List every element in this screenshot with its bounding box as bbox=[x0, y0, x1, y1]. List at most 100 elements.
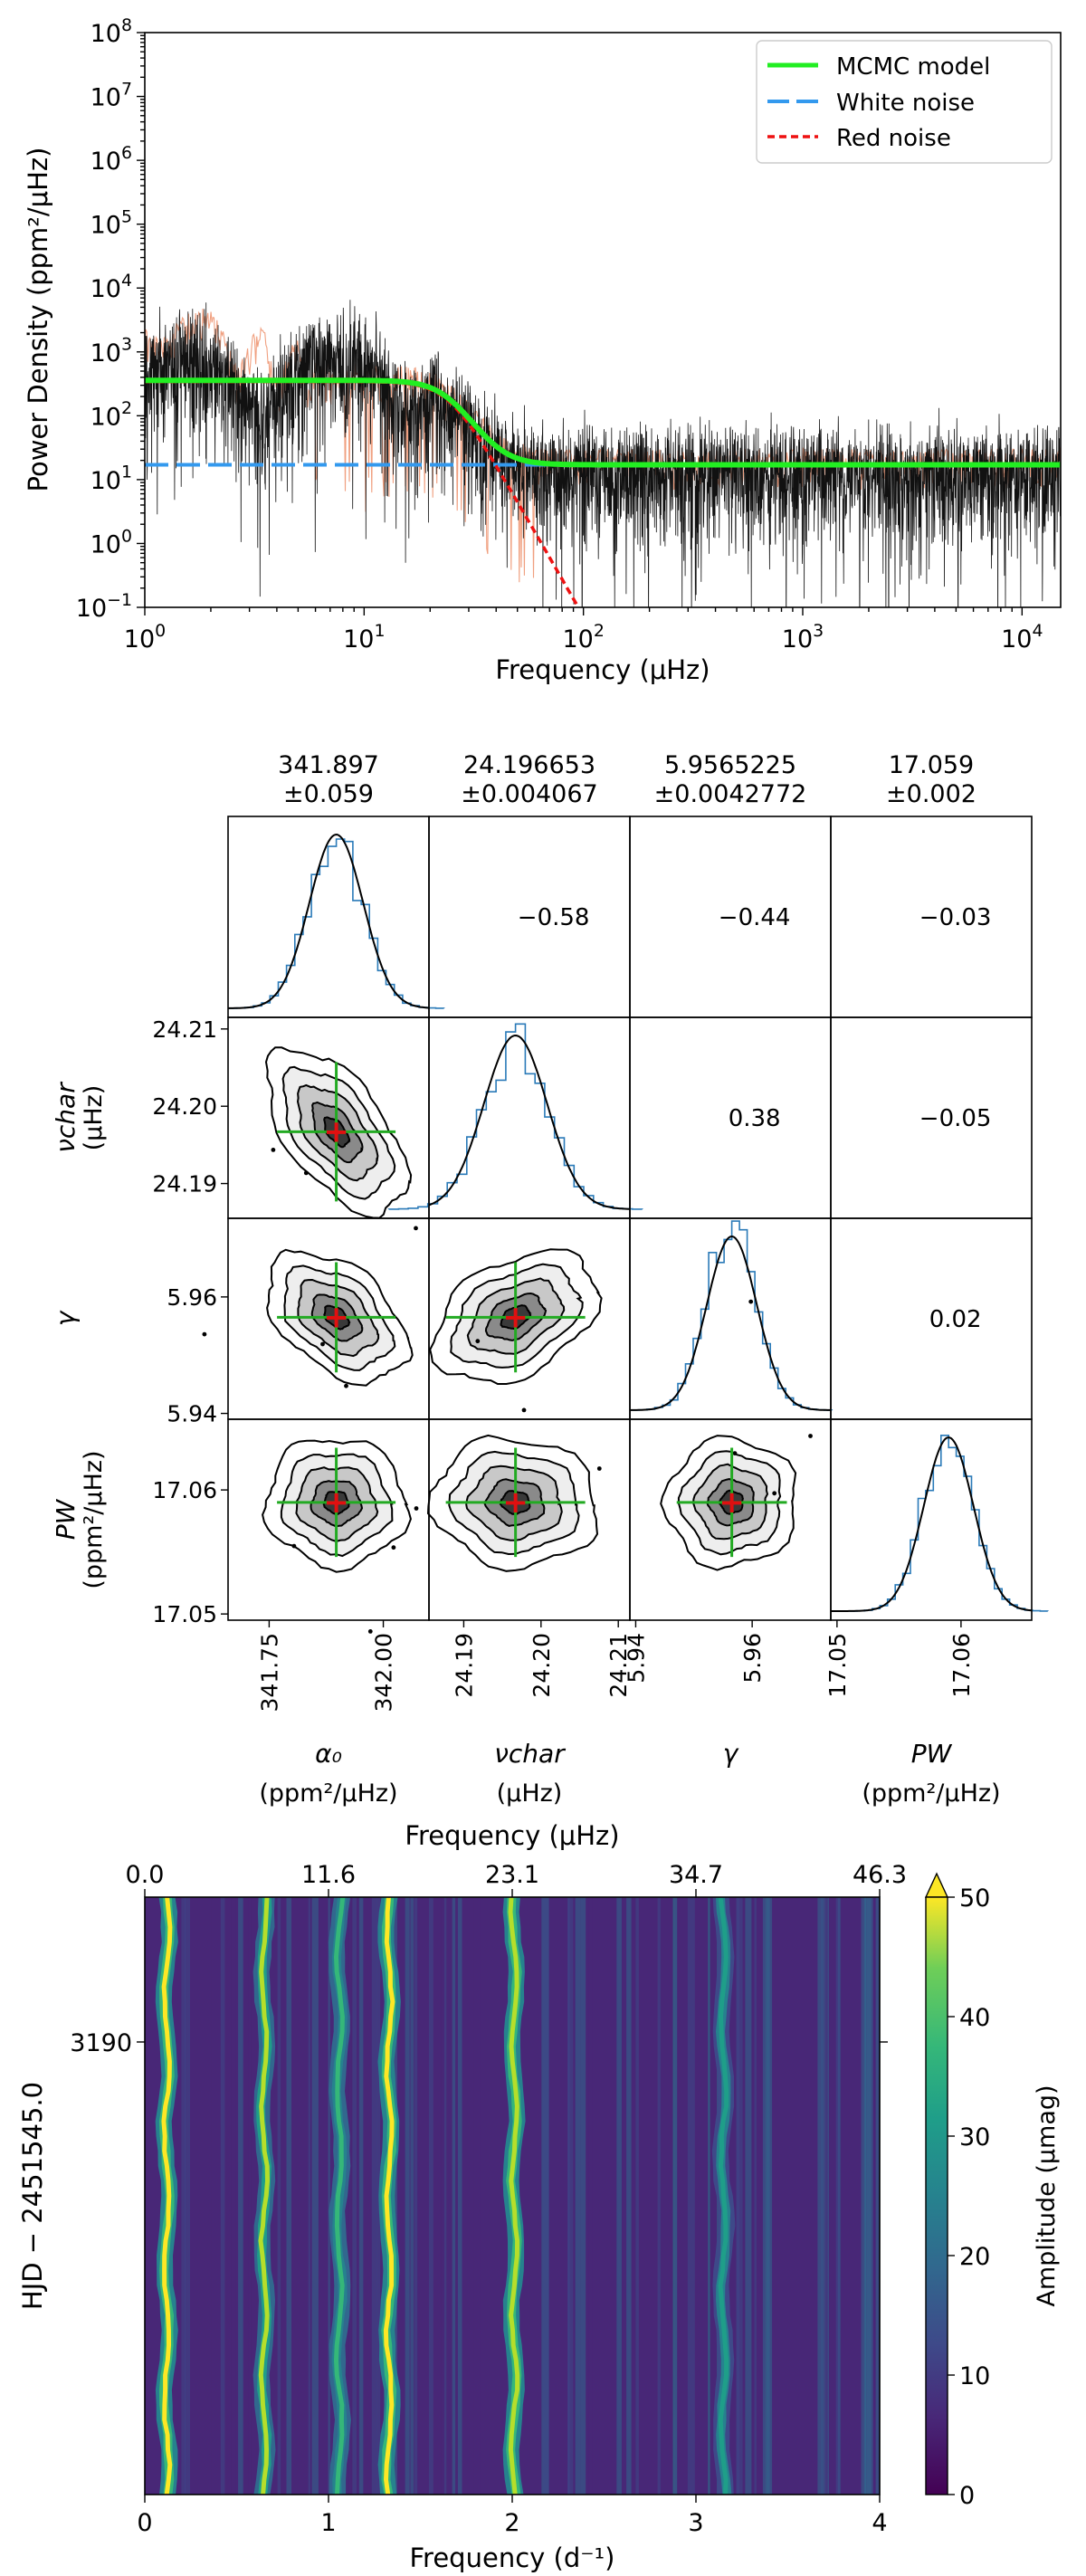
heatmap-streak bbox=[231, 1897, 236, 2495]
corner-x-tick-label: 17.05 bbox=[824, 1633, 851, 1698]
heatmap-top-tick-label: 34.7 bbox=[669, 1861, 723, 1889]
corner-cell-3-0: + bbox=[227, 1418, 430, 1634]
median-marker: + bbox=[502, 1484, 529, 1521]
corner-x-label: PW bbox=[911, 1739, 953, 1769]
corner-cell-2-0: + bbox=[202, 1217, 430, 1420]
heatmap-y-label: HJD − 2451545.0 bbox=[17, 2082, 48, 2310]
heatmap-y-tick-label: 3190 bbox=[70, 2029, 132, 2057]
x-tick-label: 103 bbox=[782, 621, 824, 654]
header-value: 5.9565225 bbox=[664, 751, 796, 779]
heatmap-streak bbox=[410, 1897, 414, 2495]
corner-x-tick-label: 24.21 bbox=[605, 1633, 632, 1698]
corner-x-label: α₀ bbox=[315, 1739, 342, 1769]
colorbar-extend-triangle bbox=[924, 1872, 949, 1898]
heatmap-streak bbox=[745, 1897, 752, 2495]
heatmap-streak bbox=[821, 1897, 827, 2495]
colorbar-tick-label: 30 bbox=[959, 2123, 990, 2151]
header-value: 24.196653 bbox=[463, 751, 595, 779]
y-tick-label: 108 bbox=[90, 15, 132, 48]
corner-y-tick-label: 24.19 bbox=[152, 1171, 217, 1197]
gaussian-fit-0 bbox=[228, 833, 430, 1009]
legend-label-white: White noise bbox=[836, 90, 975, 117]
median-marker: + bbox=[323, 1113, 349, 1150]
outlier-point bbox=[202, 1331, 207, 1337]
frequency-band bbox=[718, 1897, 729, 2495]
heatmap-x-label: Frequency (d⁻¹) bbox=[409, 2543, 614, 2573]
heatmap-x-tick-label: 1 bbox=[320, 2509, 336, 2537]
heatmap-streak bbox=[567, 1897, 574, 2495]
heatmap-streak bbox=[277, 1897, 281, 2495]
colorbar-tick-label: 40 bbox=[959, 2004, 990, 2032]
outlier-point bbox=[475, 1339, 481, 1344]
outlier-point bbox=[344, 1383, 348, 1388]
heatmap-streak bbox=[835, 1897, 840, 2495]
outlier-point bbox=[596, 1466, 602, 1471]
corner-x-label: νchar bbox=[494, 1739, 566, 1769]
outlier-point bbox=[521, 1407, 527, 1413]
heatmap-x-tick-label: 2 bbox=[504, 2509, 519, 2537]
corner-x-unit: (μHz) bbox=[497, 1779, 563, 1808]
spectrum-x-label: Frequency (μHz) bbox=[495, 654, 710, 685]
gaussian-fit-2 bbox=[629, 1235, 831, 1411]
heatmap-streak bbox=[286, 1897, 291, 2495]
heatmap-streak bbox=[405, 1897, 410, 2495]
corner-cell-1-1 bbox=[387, 1016, 643, 1219]
colorbar-tick-label: 10 bbox=[959, 2362, 990, 2390]
heatmap-streak bbox=[588, 1897, 593, 2495]
histogram-2 bbox=[631, 1220, 834, 1411]
heatmap-streak bbox=[441, 1897, 447, 2495]
histogram-1 bbox=[387, 1023, 643, 1210]
legend-label-mcmc: MCMC model bbox=[836, 53, 990, 81]
corner-y-label: γ bbox=[51, 1310, 81, 1326]
heatmap-streak bbox=[817, 1897, 823, 2495]
corner-x-tick-label: 342.00 bbox=[371, 1633, 397, 1712]
correlation-value: −0.44 bbox=[719, 904, 791, 931]
colorbar-tick-label: 20 bbox=[959, 2243, 990, 2271]
heatmap-streak bbox=[443, 1897, 447, 2495]
gaussian-fit-1 bbox=[428, 1034, 630, 1210]
heatmap-streak bbox=[626, 1897, 632, 2495]
frequency-band bbox=[508, 1897, 520, 2495]
corner-cell-3-2: + bbox=[629, 1418, 832, 1621]
heatmap-x-tick-label: 3 bbox=[688, 2509, 703, 2537]
heatmap-streak bbox=[440, 1897, 443, 2495]
heatmap-streak bbox=[867, 1897, 873, 2495]
header-error: ±0.059 bbox=[283, 780, 374, 808]
heatmap-streak bbox=[737, 1897, 743, 2495]
outlier-point bbox=[772, 1491, 777, 1496]
heatmap-streak bbox=[358, 1897, 364, 2495]
corner-y-tick-label: 5.94 bbox=[167, 1401, 217, 1427]
colorbar-tick-label: 50 bbox=[959, 1884, 990, 1913]
heatmap-streak bbox=[457, 1897, 462, 2495]
corner-cell-frame bbox=[428, 1016, 631, 1219]
outlier-point bbox=[732, 1451, 738, 1455]
heatmap-streak bbox=[414, 1897, 418, 2495]
heatmap-streak bbox=[687, 1897, 695, 2495]
heatmap-streak bbox=[708, 1897, 710, 2495]
heatmap-streak bbox=[181, 1897, 186, 2495]
heatmap-streak bbox=[575, 1897, 581, 2495]
heatmap-streak bbox=[185, 1897, 190, 2495]
median-marker: + bbox=[323, 1484, 349, 1521]
y-tick-label: 100 bbox=[90, 526, 132, 558]
heatmap-streak bbox=[861, 1897, 867, 2495]
corner-cell-frame bbox=[629, 1217, 832, 1420]
heatmap-streak bbox=[473, 1897, 481, 2495]
frequency-band bbox=[383, 1897, 395, 2495]
heatmap-streak bbox=[216, 1897, 222, 2495]
correlation-value: −0.58 bbox=[518, 904, 590, 931]
heatmap-streak bbox=[220, 1897, 225, 2495]
corner-cell-0-3: −0.03 bbox=[830, 816, 1033, 1018]
corner-cell-0-2: −0.44 bbox=[629, 816, 832, 1018]
heatmap-top-tick-label: 46.3 bbox=[853, 1861, 907, 1889]
outlier-point bbox=[291, 1543, 297, 1549]
heatmap-x-tick-label: 0 bbox=[137, 2509, 152, 2537]
heatmap-streak bbox=[452, 1897, 456, 2495]
heatmap-streak bbox=[328, 1897, 330, 2495]
corner-y-tick-label: 17.06 bbox=[152, 1477, 217, 1503]
outlier-point bbox=[414, 1226, 418, 1231]
corner-plot-panel: −0.58 −0.44 −0.03 + 0.38 −0.05 + +0.02 + + + 341.8… bbox=[51, 751, 1049, 1808]
gaussian-fit-3 bbox=[831, 1436, 1033, 1612]
heatmap-streak bbox=[542, 1897, 549, 2495]
spectrum-series-periodogram bbox=[145, 300, 1061, 607]
